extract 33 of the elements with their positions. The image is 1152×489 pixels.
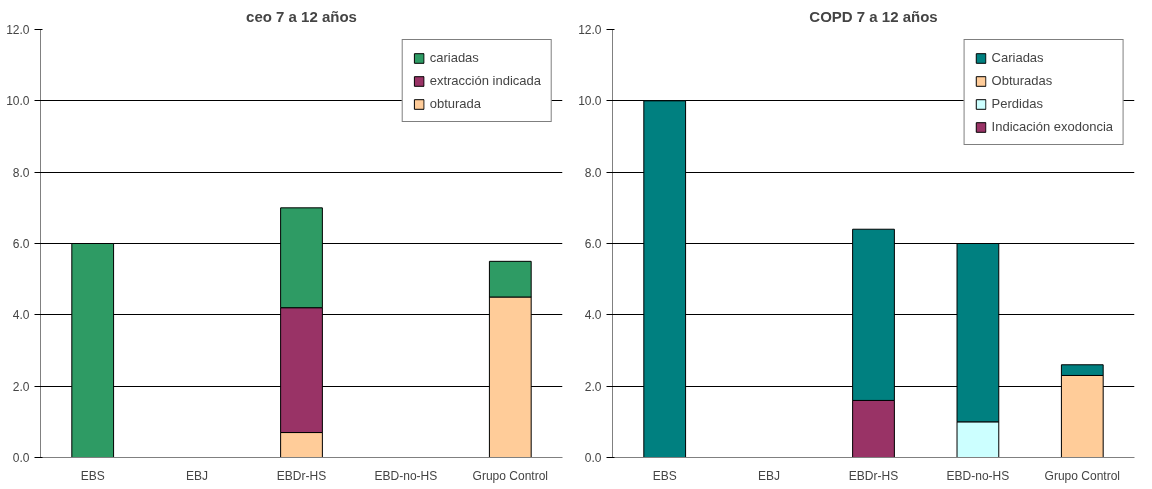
y-tick-label: 6.0 [584, 237, 602, 251]
x-tick-label: Grupo Control [472, 468, 548, 483]
x-tick-label: EBD-no-HS [374, 468, 438, 483]
legend-label: Perdidas [991, 96, 1043, 111]
x-tick-label: EBS [652, 468, 677, 483]
y-tick-label: 2.0 [12, 379, 30, 394]
y-tick-label: 4.0 [584, 308, 602, 323]
x-tick-label: EBDr-HS [276, 468, 327, 483]
x-tick-label: EBDr-HS [848, 468, 899, 483]
x-tick-label: Grupo Control [1044, 468, 1120, 483]
y-tick-label: 2.0 [584, 379, 602, 394]
y-tick-label: 12.0 [6, 23, 30, 37]
x-tick-label: EBD-no-HS [946, 468, 1010, 483]
x-tick-label: EBJ [758, 468, 781, 483]
legend-label: cariadas [429, 50, 479, 65]
legend-label: Cariadas [991, 50, 1044, 65]
y-tick-label: 10.0 [6, 94, 30, 109]
y-tick-label: 8.0 [12, 165, 30, 180]
x-tick-label: EBJ [186, 468, 209, 483]
chart-title: COPD 7 a 12 años [809, 7, 938, 25]
legend-label: obturada [429, 96, 482, 111]
x-tick-label: EBS [80, 468, 105, 483]
legend-label: extracción indicada [429, 73, 541, 88]
legend-label: Obturadas [991, 73, 1053, 88]
y-tick-label: 4.0 [12, 308, 30, 323]
y-tick-label: 12.0 [578, 23, 602, 37]
y-tick-label: 0.0 [584, 451, 602, 465]
chart-title: ceo 7 a 12 años [246, 7, 357, 25]
y-tick-label: 0.0 [12, 451, 30, 465]
y-tick-label: 6.0 [12, 237, 30, 251]
legend-label: Indicación exodoncia [991, 119, 1113, 134]
y-tick-label: 10.0 [578, 94, 602, 109]
y-tick-label: 8.0 [584, 165, 602, 180]
